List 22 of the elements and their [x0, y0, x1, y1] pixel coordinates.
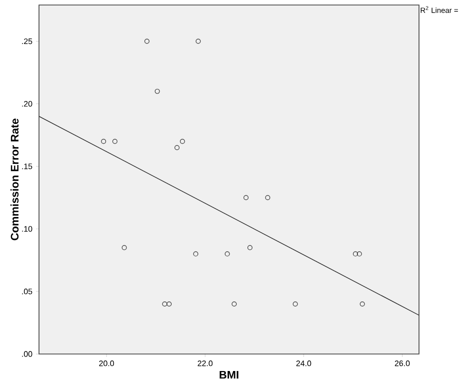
point — [180, 138, 185, 144]
point — [101, 138, 106, 144]
point — [247, 245, 252, 250]
point — [144, 38, 150, 44]
point — [224, 251, 230, 256]
point — [232, 301, 237, 306]
point — [360, 301, 365, 306]
y-axis-title: Commission Error Rate — [10, 118, 19, 240]
point — [112, 138, 118, 144]
point — [154, 88, 160, 94]
point — [352, 251, 358, 256]
point — [244, 195, 248, 200]
point — [193, 251, 198, 256]
point — [292, 301, 298, 306]
point — [174, 145, 180, 150]
point — [265, 195, 270, 200]
point — [196, 38, 201, 44]
point — [122, 245, 127, 250]
x-axis-title: BMI — [220, 371, 238, 379]
point — [356, 251, 362, 256]
point — [162, 301, 168, 306]
point — [166, 301, 172, 306]
